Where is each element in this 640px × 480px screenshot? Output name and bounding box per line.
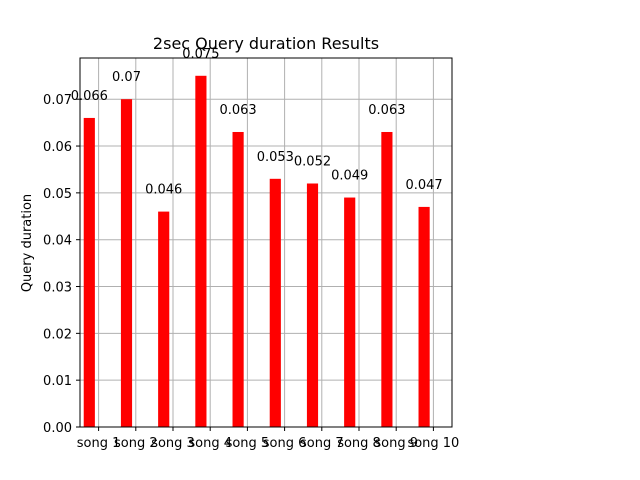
y-tick-label: 0.03	[43, 281, 72, 296]
y-tick-label: 0.05	[43, 187, 72, 202]
y-tick-label: 0.07	[43, 93, 72, 108]
x-tick-label: song 9	[374, 436, 418, 451]
chart-title: 2sec Query duration Results	[153, 34, 379, 53]
y-tick-label: 0.01	[43, 374, 72, 389]
y-tick-label: 0.06	[43, 140, 72, 155]
value-label: 0.046	[145, 183, 182, 198]
bar-9	[381, 131, 393, 427]
x-tick-label: song 8	[337, 436, 381, 451]
x-tick-label: song 7	[300, 436, 344, 451]
value-label: 0.063	[219, 103, 256, 118]
value-label: 0.075	[182, 47, 219, 62]
bar-8	[344, 197, 356, 427]
y-axis-label: Query duration	[20, 194, 35, 292]
y-axis-ticks: 0.00 0.01 0.02 0.03 0.04 0.05 0.06 0.07	[43, 93, 80, 436]
value-label: 0.063	[368, 103, 405, 118]
bar-4	[195, 75, 207, 427]
y-tick-label: 0.04	[43, 234, 72, 249]
value-label: 0.049	[331, 169, 368, 184]
x-tick-label: song 2	[114, 436, 158, 451]
x-tick-label: song 4	[188, 436, 232, 451]
value-label: 0.047	[405, 178, 442, 193]
plot-frame	[79, 57, 453, 428]
value-label: 0.052	[294, 154, 331, 169]
x-gridlines	[98, 58, 434, 427]
bar-5	[232, 131, 244, 427]
value-label: 0.066	[71, 89, 108, 104]
value-label: 0.07	[112, 70, 141, 85]
value-label: 0.053	[257, 150, 294, 165]
x-tick-label: song 5	[226, 436, 270, 451]
bar-6	[269, 178, 281, 427]
bars	[83, 75, 430, 427]
bar-1	[83, 117, 95, 427]
y-tick-label: 0.02	[43, 327, 72, 342]
y-tick-label: 0.00	[43, 421, 72, 436]
x-tick-label: song 1	[77, 436, 121, 451]
bar-10	[418, 206, 430, 427]
bar-2	[120, 99, 133, 427]
x-tick-label: song 10	[407, 436, 459, 451]
bar-7	[306, 183, 319, 427]
x-tick-label: song 6	[263, 436, 307, 451]
bar-3	[158, 211, 170, 427]
x-tick-label: song 3	[151, 436, 195, 451]
